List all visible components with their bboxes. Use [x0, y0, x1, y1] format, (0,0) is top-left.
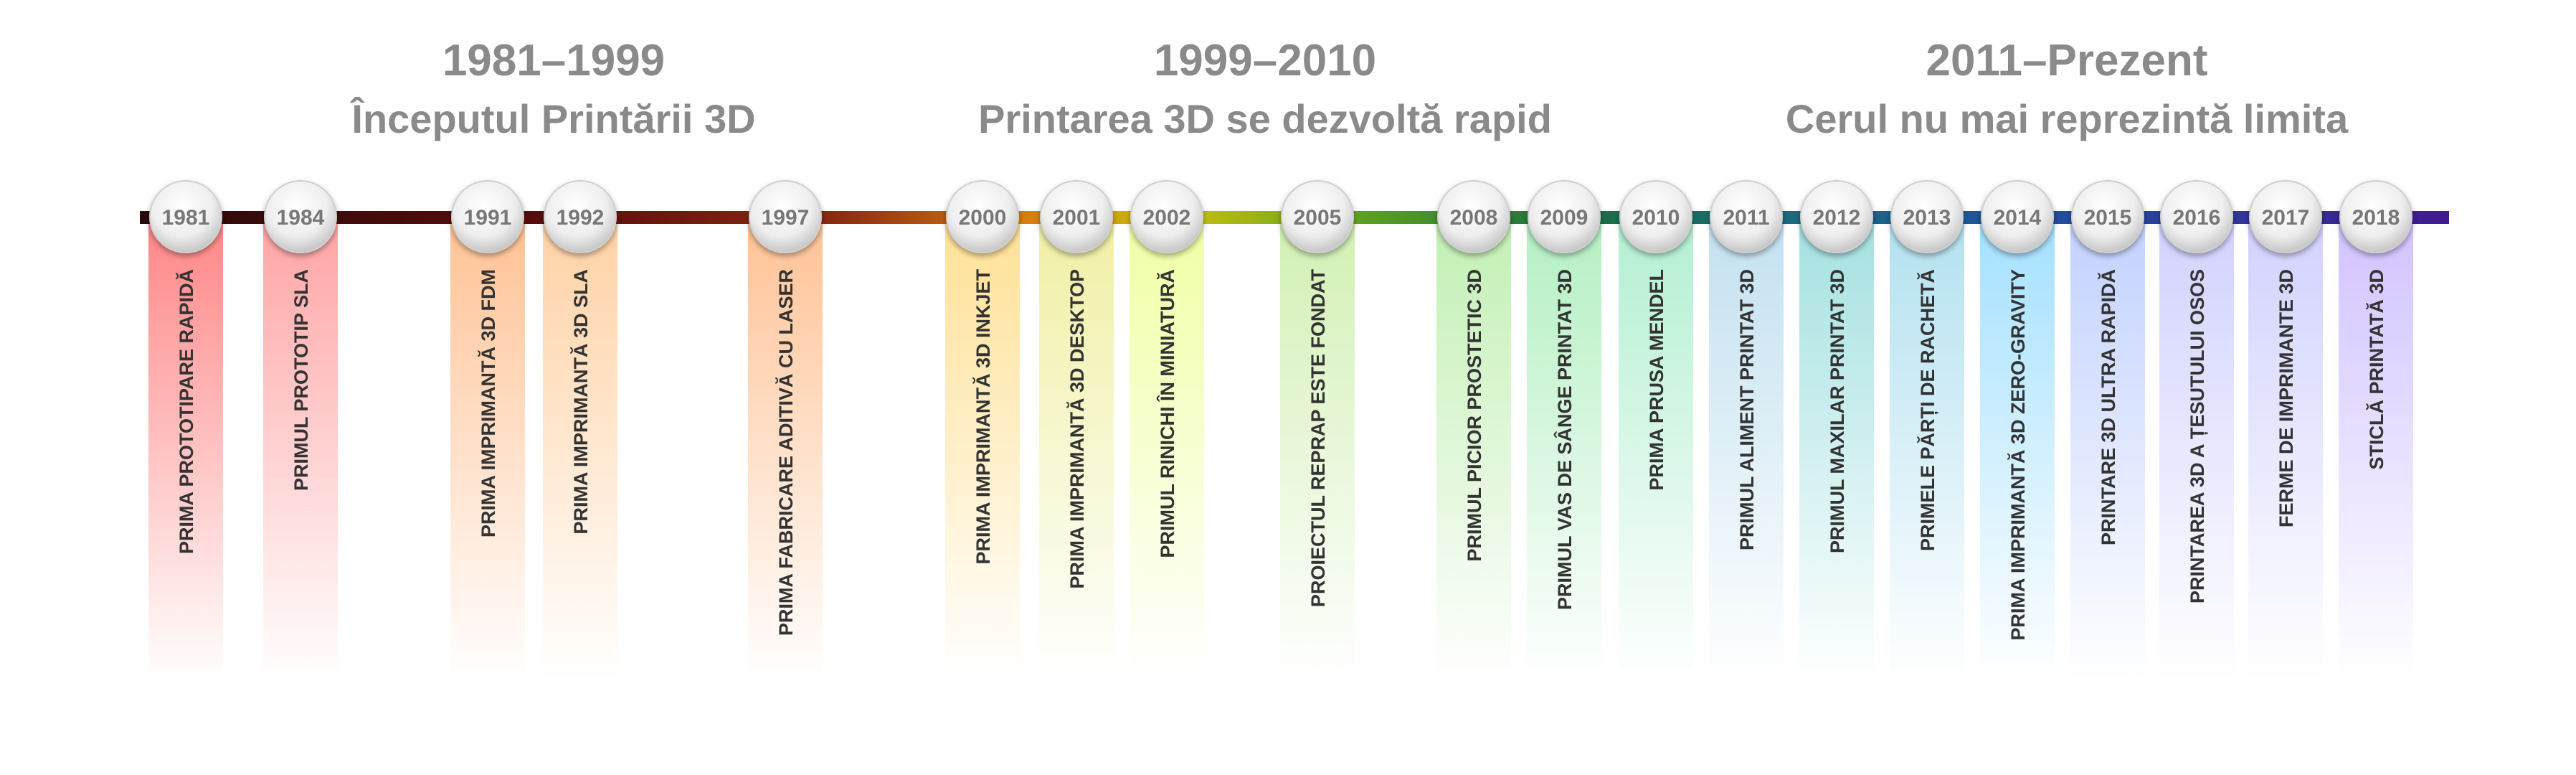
year-circle: [2160, 180, 2233, 253]
strip: [1980, 215, 2055, 682]
event-label: PROIECTUL REPRAP ESTE FONDAT: [1307, 269, 1329, 608]
year: 2014: [1994, 206, 2042, 230]
year-circle: [1800, 180, 1873, 253]
event-label: PRIMA IMPRIMANTĂ 3D FDM: [477, 269, 499, 537]
event-label: PRIMA PRUSA MENDEL: [1646, 269, 1667, 491]
year: 2005: [1294, 206, 1342, 230]
year-circle: [749, 180, 822, 253]
strip: [1436, 215, 1511, 682]
event-label: PRINTAREA 3D A ȚESUTULUI OSOS: [2187, 269, 2208, 603]
strip: [945, 215, 1020, 682]
year-circle: [946, 180, 1019, 253]
year-circle: [1710, 180, 1783, 253]
strip: [263, 215, 338, 682]
year: 2001: [1053, 206, 1101, 230]
year-circle: [1981, 180, 2054, 253]
era-subtitle: Începutul Printării 3D: [349, 96, 755, 141]
event-label: PRIMELE PĂRȚI DE RACHETĂ: [1916, 269, 1938, 551]
year: 2008: [1450, 206, 1498, 230]
year-circle: [2339, 180, 2412, 253]
year-circle: [1281, 180, 1354, 253]
strip: [1890, 215, 1964, 682]
nodes: 1981 PRIMA PROTOTIPARE RAPIDĂ 1984 PRIMUL P…: [149, 180, 2412, 641]
year: 1997: [762, 206, 810, 230]
event-label: PRIMA IMPRIMANTĂ 3D INKJET: [972, 268, 994, 564]
year-circle: [451, 180, 524, 253]
strip: [543, 215, 617, 682]
strip: [450, 215, 525, 682]
year: 2009: [1540, 206, 1588, 230]
year-circle: [1040, 180, 1113, 253]
year-circle: [1528, 180, 1601, 253]
event-label: PRIMUL MAXILAR PRINTAT 3D: [1827, 269, 1848, 553]
year: 1991: [464, 206, 512, 230]
year: 2000: [959, 206, 1007, 230]
year-circle: [264, 180, 337, 253]
year: 2018: [2352, 206, 2400, 230]
event-label: PRIMA IMPRIMANTĂ 3D ZERO-GRAVITY: [2007, 269, 2029, 641]
strip: [2070, 215, 2145, 682]
year-circle: [2249, 180, 2322, 253]
year: 1981: [162, 206, 210, 230]
year-circle: [149, 180, 222, 253]
strip: [2159, 215, 2234, 682]
strips: [148, 215, 2413, 682]
year: 2017: [2262, 206, 2310, 230]
event-label: PRIMUL ALIMENT PRINTAT 3D: [1736, 269, 1758, 550]
era-subtitle: Printarea 3D se dezvoltă rapid: [978, 96, 1552, 141]
year: 2012: [1813, 206, 1861, 230]
event-label: FERME DE IMPRIMANTE 3D: [2276, 269, 2297, 527]
event-label: PRIMA IMPRIMANTĂ 3D SLA: [569, 269, 592, 535]
year-circle: [544, 180, 617, 253]
era-title: 1999–2010: [1154, 36, 1376, 85]
strip: [1799, 215, 1874, 682]
strip: [1280, 215, 1355, 682]
strip: [1527, 215, 1601, 682]
year-circle: [1619, 180, 1692, 253]
strip: [2248, 215, 2323, 682]
event-label: PRIMUL RINICHI ÎN MINIATURĂ: [1156, 269, 1178, 558]
event-label: PRIMUL VAS DE SÂNGE PRINTAT 3D: [1553, 269, 1576, 610]
event-label: PRIMUL PROTOTIP SLA: [290, 269, 312, 491]
year-circle: [1130, 180, 1203, 253]
event-label: PRINTARE 3D ULTRA RAPIDĂ: [2097, 269, 2119, 545]
era-subtitle: Cerul nu mai reprezintă limita: [1786, 96, 2349, 141]
strip: [748, 215, 823, 682]
event-label: PRIMA FABRICARE ADITIVĂ CU LASER: [775, 269, 797, 636]
event-label: STICLĂ PRINTATĂ 3D: [2365, 269, 2387, 470]
year-circle: [1437, 180, 1510, 253]
year: 2002: [1143, 206, 1191, 230]
year: 1992: [557, 206, 605, 230]
strip: [1709, 215, 1784, 682]
strip: [1619, 215, 1693, 682]
strip: [2339, 215, 2413, 682]
year: 2016: [2173, 206, 2221, 230]
event-label: PRIMUL PICIOR PROSTETIC 3D: [1464, 269, 1485, 562]
strip: [1039, 215, 1114, 682]
year-circle: [2071, 180, 2144, 253]
strip: [1130, 215, 1204, 682]
year-circle: [1890, 180, 1964, 253]
year: 2013: [1903, 206, 1951, 230]
era-title: 2011–Prezent: [1926, 36, 2208, 85]
year: 2011: [1723, 206, 1769, 230]
event-label: PRIMA PROTOTIPARE RAPIDĂ: [175, 269, 197, 554]
event-label: PRIMA IMPRIMANTĂ 3D DESKTOP: [1066, 269, 1088, 589]
year: 2015: [2084, 206, 2132, 230]
year: 2010: [1632, 206, 1680, 230]
strip: [148, 215, 223, 682]
era-title: 1981–1999: [442, 36, 665, 85]
year: 1984: [277, 206, 325, 230]
